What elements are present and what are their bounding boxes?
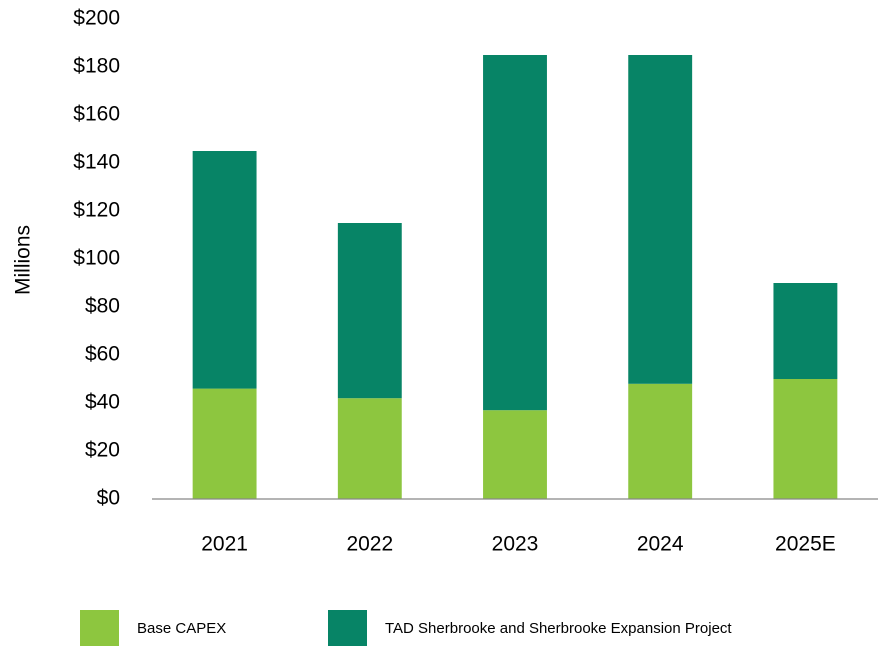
y-tick-label: $100 [73, 247, 120, 270]
y-axis-label: Millions [12, 225, 35, 295]
bar-segment [628, 383, 693, 499]
legend-swatch [328, 610, 367, 646]
bar-segment [773, 283, 838, 379]
bar-segment [337, 223, 402, 399]
legend-label: Base CAPEX [137, 620, 226, 637]
y-tick-label: $120 [73, 199, 120, 222]
y-tick-label: $140 [73, 151, 120, 174]
y-tick-label: $20 [85, 439, 120, 462]
legend-swatch [80, 610, 119, 646]
y-tick-label: $200 [73, 7, 120, 30]
x-tick-label: 2025E [775, 533, 836, 556]
x-tick-label: 2021 [201, 533, 248, 556]
bar-segment [337, 398, 402, 499]
y-tick-label: $160 [73, 103, 120, 126]
x-tick-label: 2022 [346, 533, 393, 556]
bar-segment [483, 410, 547, 499]
bar-segment [628, 55, 693, 384]
y-tick-label: $180 [73, 55, 120, 78]
y-tick-label: $60 [85, 343, 120, 366]
y-tick-label: $40 [85, 391, 120, 414]
y-tick-label: $0 [97, 487, 120, 510]
bar-segment [192, 388, 257, 499]
x-tick-label: 2024 [637, 533, 684, 556]
x-tick-label: 2023 [492, 533, 539, 556]
bar-segment [192, 151, 257, 389]
bar-segment [773, 379, 838, 499]
bar-segment [483, 55, 547, 411]
legend-label: TAD Sherbrooke and Sherbrooke Expansion … [385, 620, 732, 637]
y-tick-label: $80 [85, 295, 120, 318]
